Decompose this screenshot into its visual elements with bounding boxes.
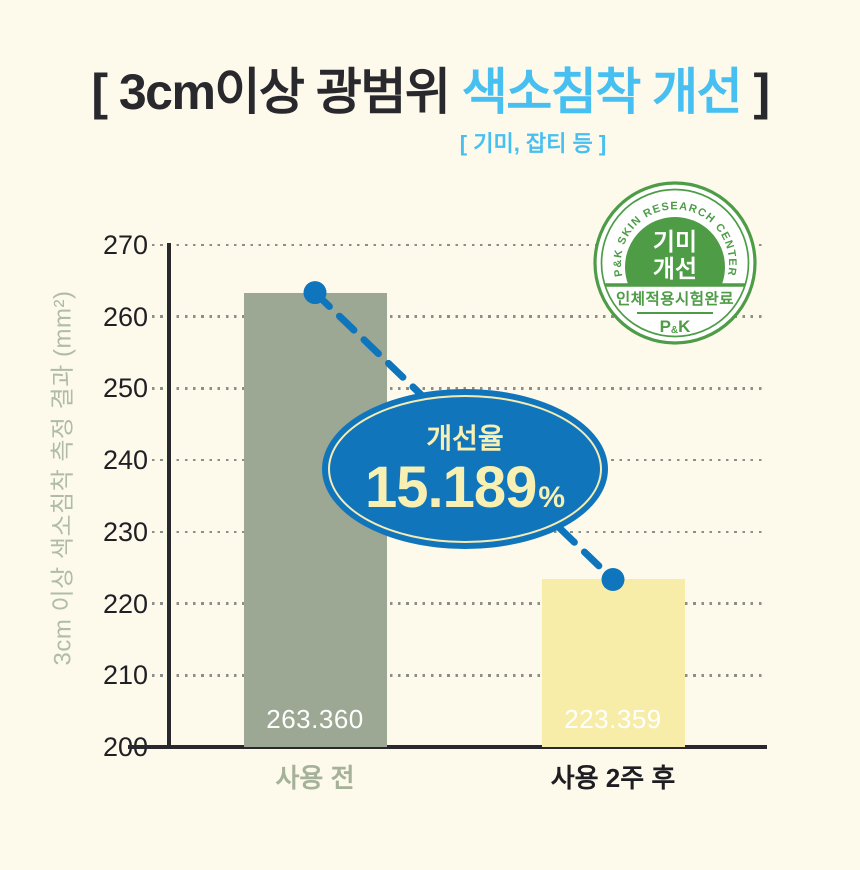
gridline-210: [152, 673, 767, 677]
seal-logo: P&K: [660, 317, 692, 336]
seal-logo-p: P: [660, 317, 671, 336]
seal-green-disc: [625, 217, 725, 284]
gridline-270: [152, 243, 767, 247]
title-text-dark: 3cm이상 광범위: [118, 64, 462, 120]
improvement-ratio-badge: 개선율 15.189 %: [322, 389, 608, 549]
y-tick-210: 210: [102, 660, 148, 691]
bar-after: 223.359: [541, 579, 685, 747]
y-tick-260: 260: [102, 301, 148, 332]
y-tick-270: 270: [102, 230, 148, 260]
x-category-label-before: 사용 전: [275, 763, 355, 793]
x-axis-line: [128, 745, 767, 749]
subtitle: [ 기미, 잡티 등 ]: [459, 131, 607, 156]
seal-logo-k: K: [678, 317, 691, 336]
seal-inner-ring: [600, 188, 750, 338]
seal-caption: 인체적용시험완료: [616, 290, 734, 308]
y-tick-220: 220: [102, 588, 148, 619]
y-tick-230: 230: [102, 516, 148, 547]
seal-disc-text-line2: 개선: [653, 256, 697, 283]
x-category-label-after: 사용 2주 후: [550, 763, 676, 793]
page-title: [ 3cm이상 광범위 색소침착 개선 ]: [0, 64, 860, 122]
gridline-220: [152, 602, 767, 605]
y-tick-240: 240: [102, 445, 148, 476]
bar-value-label: 223.359: [564, 703, 662, 734]
y-axis-line: [167, 243, 171, 749]
title-bracket-open: [: [91, 64, 119, 120]
seal-logo-amp: &: [671, 325, 678, 336]
bar-value-label: 263.360: [266, 703, 364, 734]
ratio-badge-inner-ring: [328, 395, 602, 543]
seal-disc-text-line1: 기미: [653, 229, 697, 256]
title-bracket-close: ]: [741, 64, 771, 120]
certification-seal: P&K SKIN RESEARCH CENTER 기미 개선 인체적용시험완료 …: [592, 180, 758, 346]
title-text-highlight: 색소침착 개선: [461, 64, 743, 120]
y-tick-250: 250: [102, 373, 148, 404]
